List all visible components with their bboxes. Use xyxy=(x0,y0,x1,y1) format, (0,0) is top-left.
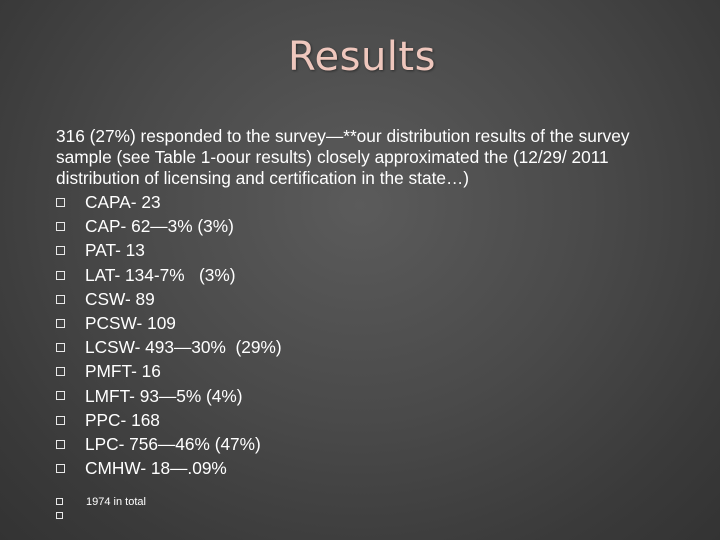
list-item: CAPA- 23 xyxy=(56,190,282,214)
square-bullet-icon xyxy=(56,367,65,377)
list-item: PAT- 13 xyxy=(56,238,282,262)
list-item: LAT- 134-7% (3%) xyxy=(56,263,282,287)
list-item: PMFT- 16 xyxy=(56,359,282,383)
list-item-extra: (29%) xyxy=(230,337,282,358)
list-item-text: LCSW- 493—30% xyxy=(85,337,231,358)
square-bullet-icon xyxy=(56,415,65,425)
list-item: LPC- 756—46% (47%) xyxy=(56,432,282,456)
square-bullet-icon xyxy=(56,497,63,505)
list-item: CAP- 62—3% (3%) xyxy=(56,214,282,238)
list-item: PCSW- 109 xyxy=(56,311,282,335)
list-item-text: CAP- 62—3% xyxy=(85,216,193,237)
square-bullet-icon xyxy=(56,511,63,519)
list-item-text: PCSW- 109 xyxy=(85,312,176,333)
total-note: 1974 in total xyxy=(86,496,146,508)
list-item: CSW- 89 xyxy=(56,287,282,311)
square-bullet-icon xyxy=(56,222,65,232)
list-item: CMHW- 18—.09% xyxy=(56,456,282,480)
list-item-text: PMFT- 16 xyxy=(85,361,161,382)
square-bullet-icon xyxy=(56,294,65,304)
square-bullet-icon xyxy=(56,318,65,328)
square-bullet-icon xyxy=(56,270,65,280)
list-item-text: PAT- 13 xyxy=(85,240,145,261)
square-bullet-icon xyxy=(56,439,65,449)
list-item-text: LAT- 134-7% xyxy=(85,264,190,285)
list-item: LCSW- 493—30% (29%) xyxy=(56,335,282,359)
list-item-text: LPC- 756—46% xyxy=(85,433,210,454)
footer-list: 1974 in total xyxy=(56,496,146,524)
results-list: CAPA- 23 CAP- 62—3% (3%) PAT- 13 LAT- 13… xyxy=(56,190,282,480)
list-item-text: CMHW- 18—.09% xyxy=(85,458,227,479)
list-item-text: CSW- 89 xyxy=(85,288,155,309)
slide-title: Results xyxy=(288,34,436,80)
list-item-text: LMFT- 93—5% xyxy=(85,385,202,406)
square-bullet-icon xyxy=(56,197,65,207)
intro-paragraph: 316 (27%) responded to the survey—**our … xyxy=(56,126,630,188)
list-item-extra: (47%) xyxy=(209,433,261,454)
list-item-extra: (3%) xyxy=(189,264,236,285)
list-item-text: PPC- 168 xyxy=(85,409,160,430)
list-item-text: CAPA- 23 xyxy=(85,192,161,212)
square-bullet-icon xyxy=(56,246,65,256)
square-bullet-icon xyxy=(56,391,65,401)
footer-list-item: 1974 in total xyxy=(56,496,146,510)
square-bullet-icon xyxy=(56,343,65,353)
list-item-extra: (4%) xyxy=(201,385,243,406)
square-bullet-icon xyxy=(56,464,65,473)
footer-list-item xyxy=(56,510,146,524)
list-item: LMFT- 93—5% (4%) xyxy=(56,384,282,408)
list-item-extra: (3%) xyxy=(192,216,234,237)
list-item: PPC- 168 xyxy=(56,408,282,432)
